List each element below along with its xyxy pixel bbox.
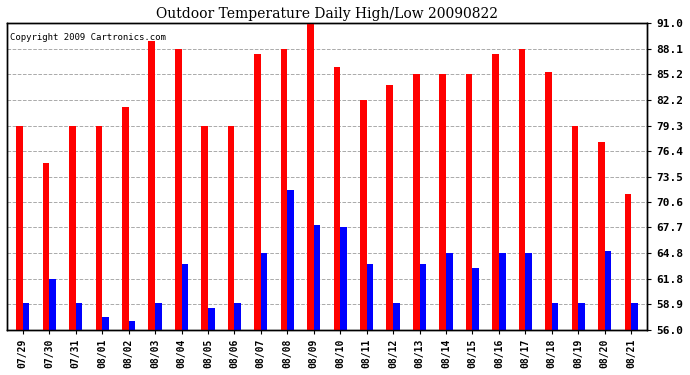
Text: Copyright 2009 Cartronics.com: Copyright 2009 Cartronics.com (10, 33, 166, 42)
Bar (440, 74, 446, 330)
Bar (181, 264, 188, 330)
Bar (122, 106, 128, 330)
Bar (366, 264, 373, 330)
Bar (473, 268, 479, 330)
Bar (148, 41, 155, 330)
Bar (128, 321, 135, 330)
Bar (175, 49, 181, 330)
Bar (254, 54, 261, 330)
Bar (624, 194, 631, 330)
Bar (413, 74, 420, 330)
Bar (393, 303, 400, 330)
Bar (446, 253, 453, 330)
Bar (360, 100, 366, 330)
Bar (43, 164, 49, 330)
Bar (604, 251, 611, 330)
Bar (314, 225, 320, 330)
Bar (598, 142, 604, 330)
Bar (386, 85, 393, 330)
Bar (95, 126, 102, 330)
Bar (525, 253, 532, 330)
Bar (333, 67, 340, 330)
Bar (420, 264, 426, 330)
Bar (519, 49, 525, 330)
Bar (466, 74, 473, 330)
Bar (492, 54, 499, 330)
Bar (571, 126, 578, 330)
Bar (281, 49, 287, 330)
Bar (545, 72, 552, 330)
Bar (16, 126, 23, 330)
Bar (307, 24, 314, 330)
Bar (102, 316, 109, 330)
Bar (340, 227, 347, 330)
Bar (499, 253, 506, 330)
Title: Outdoor Temperature Daily High/Low 20090822: Outdoor Temperature Daily High/Low 20090… (156, 7, 498, 21)
Bar (201, 126, 208, 330)
Bar (261, 253, 268, 330)
Bar (69, 126, 76, 330)
Bar (228, 126, 235, 330)
Bar (208, 308, 215, 330)
Bar (49, 279, 56, 330)
Bar (235, 303, 241, 330)
Bar (76, 303, 82, 330)
Bar (155, 303, 161, 330)
Bar (631, 303, 638, 330)
Bar (552, 303, 558, 330)
Bar (287, 190, 294, 330)
Bar (578, 303, 585, 330)
Bar (23, 303, 30, 330)
